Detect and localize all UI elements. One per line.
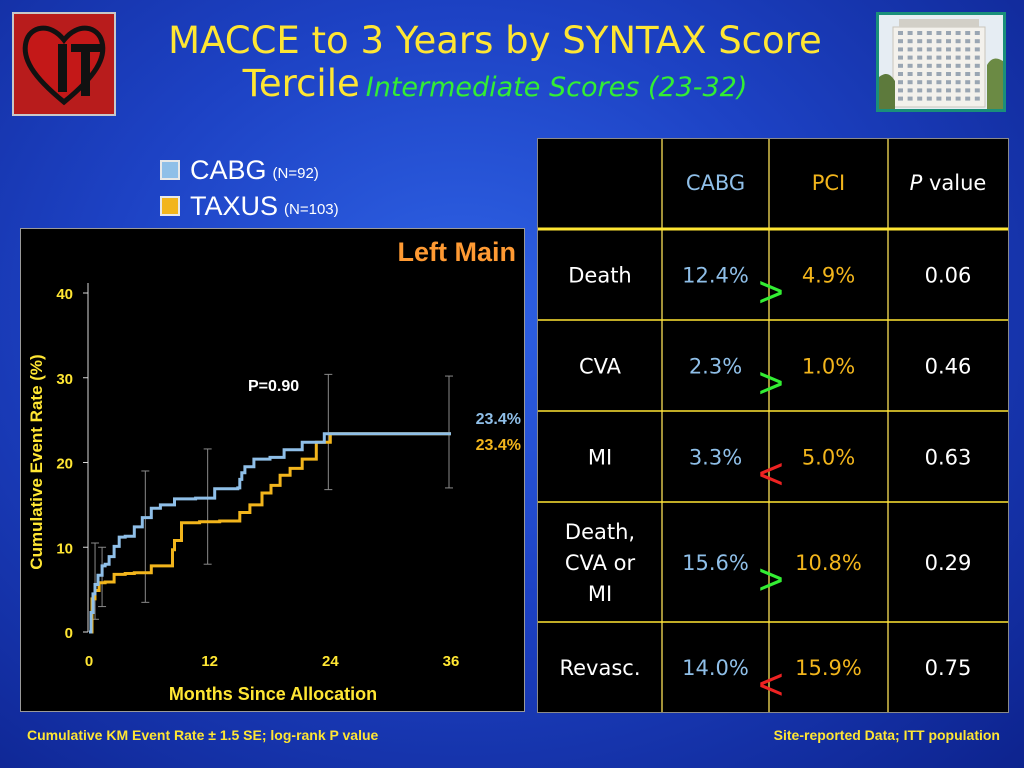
km-chart-svg: Left Main 0 10 20 30 40 0 12 24 36 Months Since Al… bbox=[27, 237, 521, 704]
row-label: Death bbox=[568, 264, 632, 288]
x-axis-label: Months Since Allocation bbox=[169, 684, 377, 704]
legend-swatch-taxus bbox=[160, 196, 180, 216]
km-chart: Left Main 0 10 20 30 40 0 12 24 36 Months Since Al… bbox=[20, 228, 525, 712]
x-tick-label-12: 12 bbox=[201, 653, 218, 670]
hospital-building-image bbox=[876, 12, 1006, 112]
legend: CABG (N=92) TAXUS (N=103) bbox=[160, 152, 339, 224]
cell-pci: 5.0% bbox=[802, 446, 855, 470]
legend-swatch-cabg bbox=[160, 160, 180, 180]
x-tick-label-0: 0 bbox=[85, 653, 93, 670]
cell-pci: 1.0% bbox=[802, 355, 855, 379]
cell-p-value: 0.75 bbox=[925, 656, 972, 680]
cell-pci: 4.9% bbox=[802, 264, 855, 288]
footer-left: Cumulative KM Event Rate ± 1.5 SE; log-r… bbox=[27, 727, 379, 743]
y-tick-label-20: 20 bbox=[56, 456, 73, 473]
cell-p-value: 0.46 bbox=[925, 355, 972, 379]
chart-title: Left Main bbox=[398, 237, 517, 267]
cell-p-value: 0.63 bbox=[925, 446, 972, 470]
cell-cabg: 12.4% bbox=[682, 264, 749, 288]
cell-cabg: 2.3% bbox=[689, 355, 742, 379]
p-value-annotation: P=0.90 bbox=[248, 378, 299, 395]
comparison-sign: < bbox=[758, 660, 784, 709]
row-label: Death, bbox=[565, 520, 635, 544]
title-subtitle: Intermediate Scores (23-32) bbox=[365, 71, 748, 103]
title-line-1: MACCE to 3 Years by SYNTAX Score bbox=[168, 19, 822, 62]
header-p-value: P value bbox=[910, 171, 987, 195]
legend-item-cabg: CABG (N=92) bbox=[160, 152, 339, 188]
cell-cabg: 15.6% bbox=[682, 551, 749, 575]
title-line-2: Tercile bbox=[242, 61, 360, 105]
legend-label-taxus: TAXUS bbox=[190, 190, 279, 221]
comparison-sign: > bbox=[758, 268, 784, 317]
legend-item-taxus: TAXUS (N=103) bbox=[160, 188, 339, 224]
y-tick-label-10: 10 bbox=[56, 540, 73, 557]
row-label: Revasc. bbox=[559, 656, 640, 680]
y-tick-label-30: 30 bbox=[56, 371, 73, 388]
y-tick-label-0: 0 bbox=[65, 625, 73, 642]
end-label-cabg: 23.4% bbox=[476, 411, 521, 428]
row-label: CVA bbox=[579, 355, 622, 379]
x-tick-label-36: 36 bbox=[443, 653, 460, 670]
cell-p-value: 0.06 bbox=[925, 264, 972, 288]
cell-p-value: 0.29 bbox=[925, 551, 972, 575]
legend-count-taxus: (N=103) bbox=[284, 200, 339, 218]
y-tick-label-40: 40 bbox=[56, 286, 73, 303]
legend-label-cabg: CABG bbox=[190, 154, 267, 185]
header-cabg: CABG bbox=[686, 171, 745, 195]
legend-count-cabg: (N=92) bbox=[272, 164, 319, 182]
cell-cabg: 3.3% bbox=[689, 446, 742, 470]
cell-cabg: 14.0% bbox=[682, 656, 749, 680]
km-curve-taxus bbox=[89, 432, 451, 634]
end-label-taxus: 23.4% bbox=[476, 437, 521, 454]
row-label: MI bbox=[588, 582, 612, 606]
row-label: CVA or bbox=[565, 551, 636, 575]
slide-title: MACCE to 3 Years by SYNTAX Score Tercile… bbox=[90, 19, 900, 106]
cell-pci: 15.9% bbox=[795, 656, 862, 680]
comparison-sign: < bbox=[758, 450, 784, 499]
header-pci: PCI bbox=[812, 171, 846, 195]
footer-right: Site-reported Data; ITT population bbox=[773, 727, 1000, 743]
y-axis-label: Cumulative Event Rate (%) bbox=[27, 354, 46, 569]
outcomes-table-svg: CABG PCI P value Death 12.4% 4.9% 0.06 > CVA 2.3%… bbox=[538, 139, 1008, 712]
heart-logo bbox=[12, 12, 116, 116]
comparison-sign: > bbox=[758, 359, 784, 408]
outcomes-table: CABG PCI P value Death 12.4% 4.9% 0.06 > CVA 2.3%… bbox=[537, 138, 1009, 713]
comparison-sign: > bbox=[758, 555, 784, 604]
cell-pci: 10.8% bbox=[795, 551, 862, 575]
x-tick-label-24: 24 bbox=[322, 653, 339, 670]
km-curve-cabg bbox=[89, 432, 451, 634]
row-label: MI bbox=[588, 446, 612, 470]
